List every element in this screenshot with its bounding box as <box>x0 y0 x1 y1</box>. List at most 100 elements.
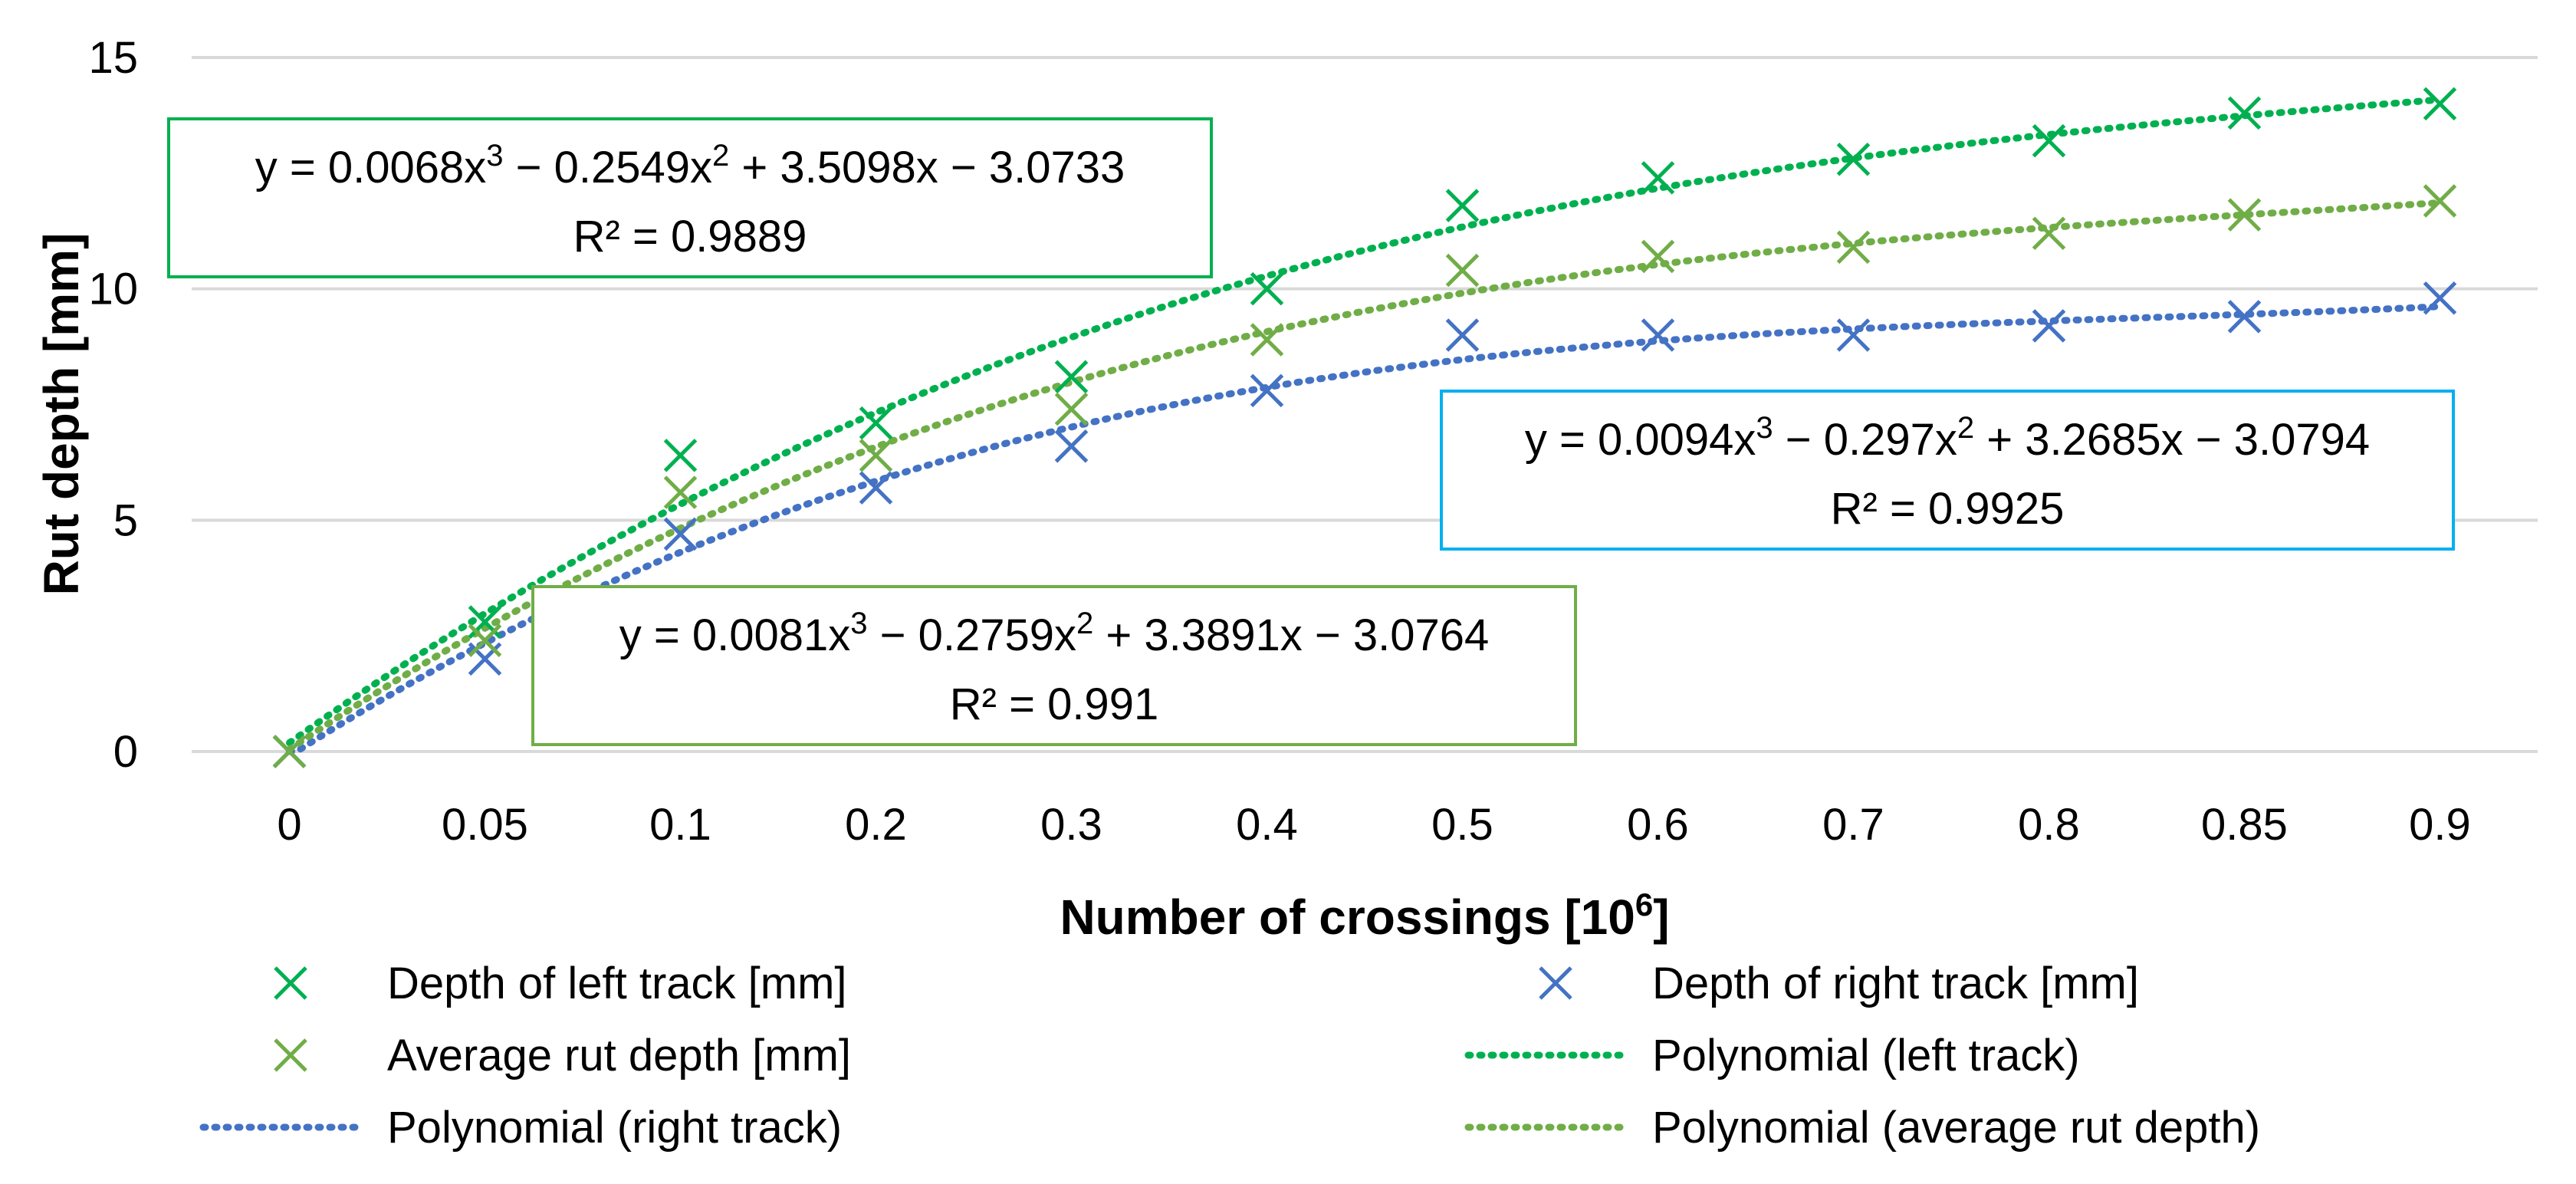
marker-stroke <box>272 735 307 768</box>
marker-stroke <box>2227 96 2262 130</box>
x-tick-label: 0.3 <box>1040 800 1102 850</box>
data-point <box>1250 323 1284 357</box>
data-point <box>663 439 698 472</box>
legend-item: Polynomial (average rut depth) <box>1464 1103 2260 1153</box>
legend-item: Polynomial (right track) <box>199 1103 842 1153</box>
legend-label: Depth of left track [mm] <box>387 959 847 1008</box>
data-point <box>1445 189 1480 222</box>
marker-stroke <box>2032 123 2066 158</box>
equation-box-border <box>531 585 1577 746</box>
marker-stroke <box>1054 360 1089 394</box>
equation-box-border <box>1440 390 2455 551</box>
data-point <box>1250 271 1284 306</box>
marker-stroke <box>2227 198 2262 232</box>
marker-stroke <box>468 623 502 657</box>
legend-marker <box>1539 966 1572 1000</box>
data-point <box>468 642 502 676</box>
data-point <box>1836 230 1871 265</box>
x-tick-label: 0.2 <box>845 800 907 850</box>
marker-stroke <box>1445 253 1480 288</box>
marker-stroke <box>2423 87 2457 121</box>
x-tick-label: 0.9 <box>2409 800 2471 850</box>
legend: Depth of left track [mm] Depth of right t… <box>199 959 2260 1153</box>
x-axis-title: Number of crossings [106] <box>1060 886 1669 945</box>
x-tick-label: 0.85 <box>2201 800 2288 850</box>
data-point <box>2423 281 2457 315</box>
marker-stroke <box>1250 271 1284 306</box>
x-tick-label: 0.6 <box>1627 800 1689 850</box>
x-axis-ticks: 0 0.05 0.1 0.2 0.3 0.4 0.5 0.6 0.7 0.8 0.85 0.9 <box>277 800 2470 850</box>
data-point <box>1641 318 1675 352</box>
legend-item: Average rut depth [mm] <box>274 1031 851 1080</box>
x-tick-label: 0.1 <box>649 800 711 850</box>
marker-stroke <box>1054 392 1089 426</box>
trendline <box>286 96 2443 747</box>
marker-stroke <box>1445 189 1480 222</box>
marker-stroke <box>1836 142 1871 176</box>
data-point <box>2032 216 2066 251</box>
equation-text: y = 0.0094x3 − 0.297x2 + 3.2685x − 3.079… <box>1525 411 2370 465</box>
marker-stroke <box>1054 429 1089 463</box>
trendline <box>286 199 2443 753</box>
r-squared-text: R² = 0.9889 <box>573 212 807 261</box>
data-point <box>1641 161 1675 195</box>
legend-label: Polynomial (right track) <box>387 1103 842 1153</box>
legend-label: Average rut depth [mm] <box>387 1031 851 1080</box>
legend-marker <box>274 1038 307 1072</box>
r-squared-text: R² = 0.9925 <box>1831 484 2065 534</box>
legend-label: Polynomial (average rut depth) <box>1652 1103 2260 1153</box>
y-tick-label: 15 <box>88 33 138 83</box>
equation-text: y = 0.0068x3 − 0.2549x2 + 3.5098x − 3.07… <box>255 139 1125 192</box>
equation-text: y = 0.0081x3 − 0.2759x2 + 3.3891x − 3.07… <box>619 607 1490 660</box>
marker-stroke <box>859 439 893 472</box>
data-point <box>2032 309 2066 343</box>
marker-stroke <box>2032 216 2066 251</box>
data-point <box>1445 253 1480 288</box>
data-point <box>1054 429 1089 463</box>
equation-box-right: y = 0.0094x3 − 0.297x2 + 3.2685x − 3.079… <box>1440 390 2455 551</box>
y-tick-label: 10 <box>88 265 138 314</box>
marker-stroke <box>1641 239 1675 274</box>
data-point <box>2227 198 2262 232</box>
x-tick-label: 0.05 <box>442 800 528 850</box>
legend-label: Depth of right track [mm] <box>1652 959 2139 1008</box>
data-point <box>859 439 893 472</box>
marker-stroke <box>663 475 698 509</box>
marker-stroke <box>2423 184 2457 218</box>
x-tick-label: 0 <box>277 800 301 850</box>
equation-box-border <box>167 117 1213 278</box>
marker-stroke <box>1641 161 1675 195</box>
data-point <box>1445 318 1480 352</box>
trendline-equations: y = 0.0068x3 − 0.2549x2 + 3.5098x − 3.07… <box>167 117 2455 746</box>
data-point <box>272 735 307 768</box>
data-markers <box>272 87 2457 768</box>
y-tick-label: 5 <box>113 495 138 545</box>
marker-stroke <box>1445 318 1480 352</box>
data-point <box>663 517 698 551</box>
data-point <box>468 623 502 657</box>
legend-label: Polynomial (left track) <box>1652 1031 2080 1080</box>
data-point <box>1836 142 1871 176</box>
data-point <box>2423 87 2457 121</box>
marker-stroke <box>2032 309 2066 343</box>
x-tick-label: 0.4 <box>1236 800 1298 850</box>
x-tick-label: 0.7 <box>1822 800 1884 850</box>
marker-stroke <box>1836 318 1871 352</box>
equation-box-average: y = 0.0081x3 − 0.2759x2 + 3.3891x − 3.07… <box>531 585 1577 746</box>
data-point <box>859 471 893 505</box>
marker-stroke <box>2423 281 2457 315</box>
marker-stroke <box>663 439 698 472</box>
trendline <box>286 303 2443 755</box>
marker-stroke <box>1641 318 1675 352</box>
marker-stroke <box>1250 373 1284 408</box>
marker-stroke <box>663 517 698 551</box>
y-axis-ticks: 0 5 10 15 <box>88 33 138 777</box>
data-point <box>1250 373 1284 408</box>
legend-item: Depth of right track [mm] <box>1539 959 2139 1008</box>
data-point <box>2227 96 2262 130</box>
data-point <box>859 406 893 440</box>
marker-stroke <box>1836 230 1871 265</box>
y-tick-label: 0 <box>113 727 138 777</box>
legend-item: Polynomial (left track) <box>1464 1031 2080 1080</box>
data-point <box>2423 184 2457 218</box>
